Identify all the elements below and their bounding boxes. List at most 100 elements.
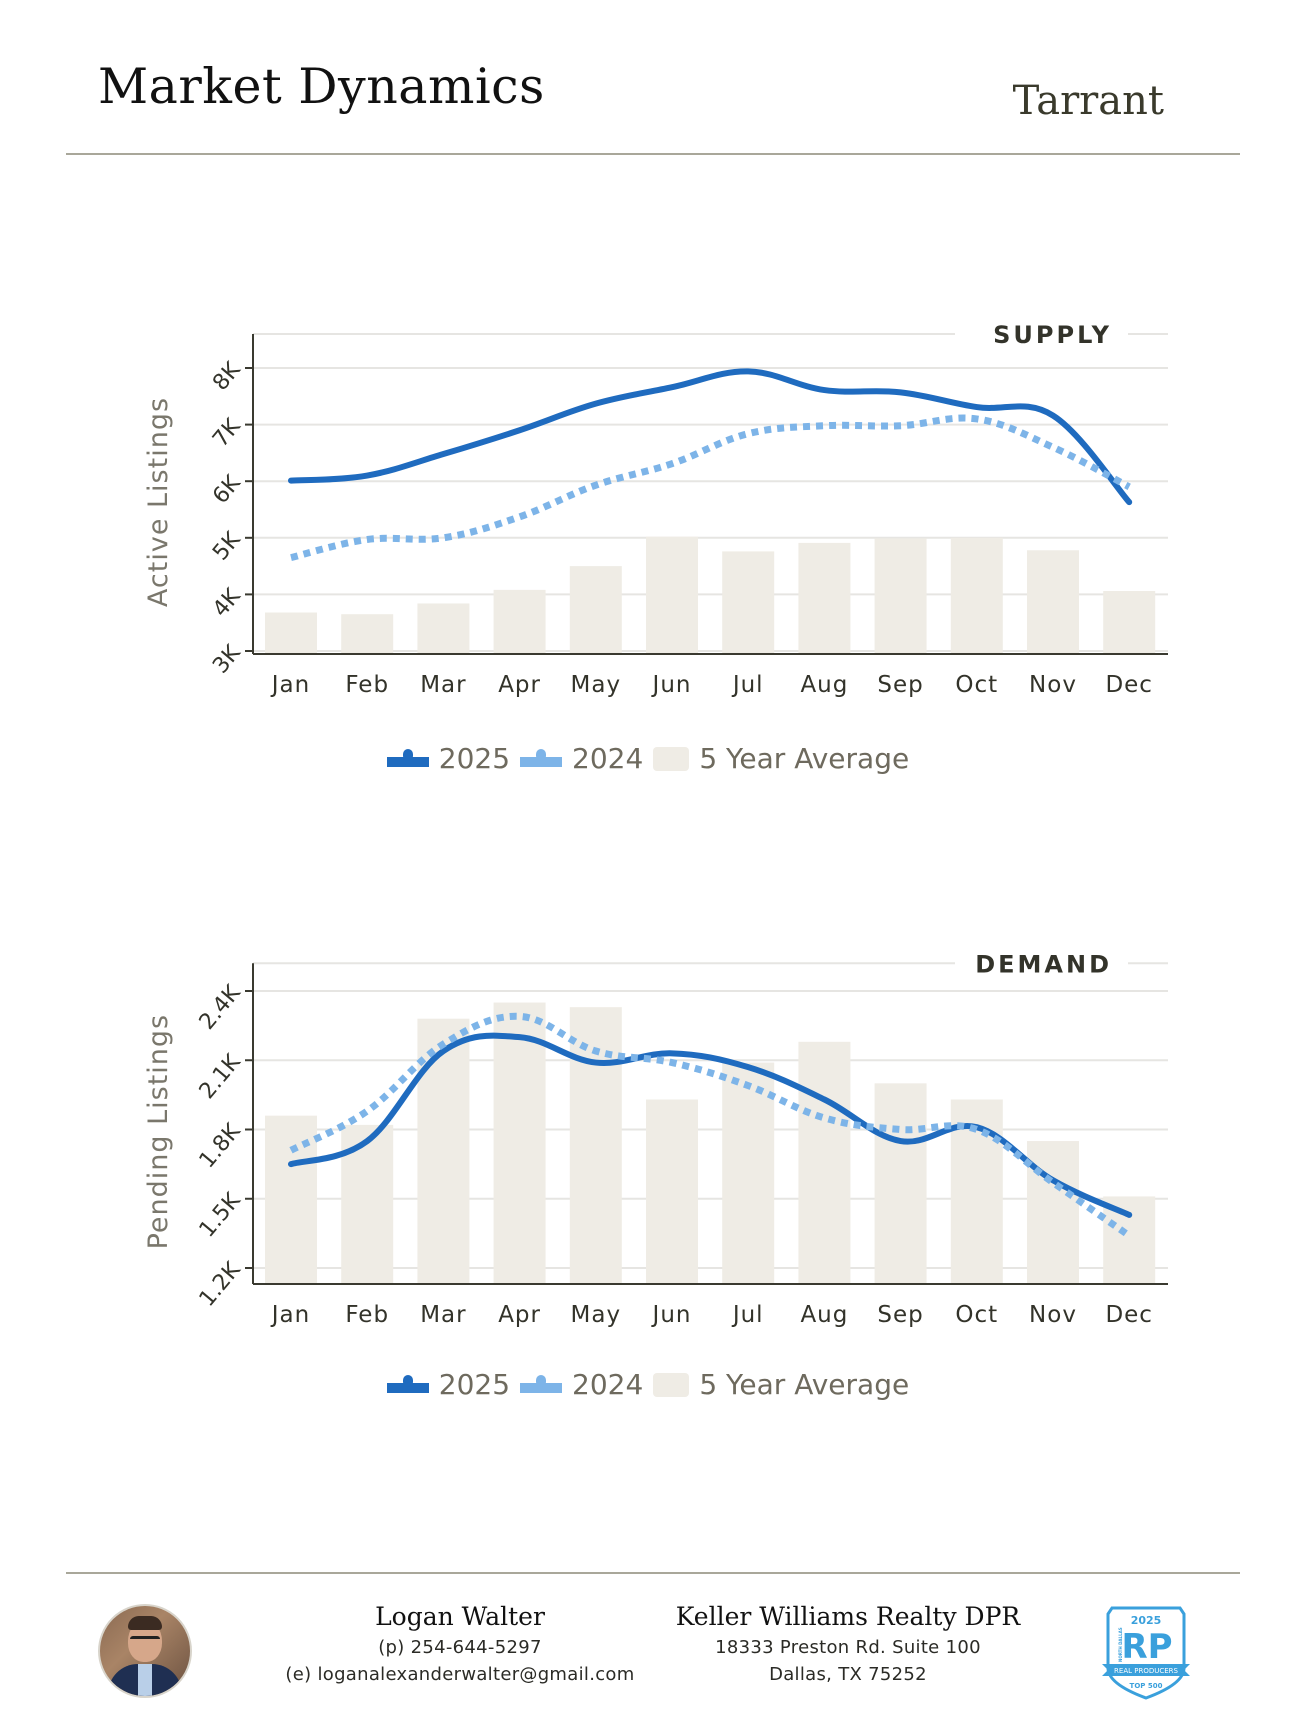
x-tick-label: Aug	[800, 672, 848, 698]
bar-swatch-icon	[653, 746, 690, 771]
y-axis-title: Active Listings	[143, 397, 174, 607]
x-tick-label: Jun	[651, 672, 692, 698]
legend-item-2024[interactable]: 2024	[520, 1368, 643, 1401]
y-tick-label: 3K	[208, 640, 246, 678]
page-title: Market Dynamics	[98, 58, 545, 115]
line-marker-icon	[386, 1374, 429, 1395]
legend-2024-dot	[536, 1374, 547, 1387]
legend-2025-bar	[386, 756, 429, 767]
y-tick-label: 1.2K	[195, 1257, 246, 1311]
x-tick-label: Sep	[877, 672, 923, 698]
badge-year: 2025	[1131, 1614, 1162, 1627]
avatar-hair	[128, 1616, 162, 1630]
legend-2025-dot	[402, 748, 413, 761]
legend-label: 5 Year Average	[699, 1368, 910, 1401]
region-label: Tarrant	[1012, 78, 1164, 124]
legend-item-5yr-average[interactable]: 5 Year Average	[653, 742, 909, 775]
legend-2025-bar	[386, 1382, 429, 1393]
bar-5yr-average	[417, 603, 470, 654]
x-tick-label: Jul	[731, 1302, 764, 1328]
avatar-glasses	[130, 1636, 160, 1647]
legend-2024-bar	[520, 756, 563, 767]
legend-item-2024[interactable]: 2024	[520, 742, 643, 775]
x-tick-label: Nov	[1029, 1302, 1077, 1328]
x-tick-label: May	[571, 672, 622, 698]
legend-label: 2025	[438, 742, 511, 775]
bar-5yr-average	[874, 538, 927, 654]
y-tick-label: 8K	[208, 357, 246, 395]
bar-5yr-average	[569, 566, 622, 654]
x-tick-label: Oct	[955, 672, 998, 698]
y-axis-title: Pending Listings	[143, 1014, 174, 1250]
line-series-2025	[288, 368, 1133, 506]
avatar-shirt	[138, 1664, 152, 1696]
legend-2025-dot	[402, 1374, 413, 1387]
bar-5yr-average	[417, 1018, 470, 1284]
brokerage-info: Keller Williams Realty DPR 18333 Preston…	[658, 1602, 1038, 1685]
y-tick-label: 5K	[208, 527, 246, 565]
agent-avatar	[98, 1604, 192, 1698]
bar-5yr-average	[722, 551, 775, 654]
x-tick-label: Oct	[955, 1302, 998, 1328]
legend-item-2025[interactable]: 2025	[386, 742, 511, 775]
bar-5yr-average	[950, 537, 1003, 654]
x-tick-label: Jan	[270, 1302, 310, 1328]
bar-5yr-average	[265, 1115, 317, 1284]
bar-5yr-average	[646, 1099, 698, 1284]
legend-item-5yr-average[interactable]: 5 Year Average	[653, 1368, 909, 1401]
line-marker-icon	[386, 748, 429, 769]
bar-5yr-average	[722, 1062, 775, 1284]
x-tick-label: Aug	[800, 1302, 848, 1328]
company-name: Keller Williams Realty DPR	[675, 1602, 1021, 1631]
y-tick-label: 6K	[208, 471, 246, 509]
supply-chart: SUPPLY 3K 4K 5K 6K 7K 8K Jan Feb Mar Apr May Jun Jul A…	[143, 321, 1168, 698]
agent-contact: Logan Walter (p) 254-644-5297 (e) logana…	[268, 1602, 652, 1685]
y-tick-label: 1.8K	[195, 1119, 246, 1173]
y-tick-label: 7K	[208, 414, 246, 452]
bar-5yr-average	[1027, 1141, 1079, 1284]
agent-email[interactable]: (e) loganalexanderwalter@gmail.com	[285, 1664, 635, 1685]
bar-5yr-average	[493, 1002, 546, 1284]
x-tick-label: Jan	[270, 672, 310, 698]
bar-swatch-icon	[653, 1372, 690, 1397]
bar-5yr-average	[341, 614, 394, 654]
legend-label: 2025	[438, 1368, 511, 1401]
real-producers-badge-icon: 2025 RP NORTH DALLAS REAL PRODUCERS TOP …	[1102, 1606, 1190, 1700]
x-tick-label: Mar	[420, 672, 466, 698]
footer-divider	[66, 1572, 1240, 1574]
bar-5yr-average	[1027, 550, 1079, 654]
x-tick-label: Dec	[1105, 1302, 1153, 1328]
line-marker-icon	[520, 1374, 563, 1395]
agent-name: Logan Walter	[375, 1602, 545, 1631]
x-tick-label: Jul	[731, 672, 764, 698]
legend-item-2025[interactable]: 2025	[386, 1368, 511, 1401]
x-tick-label: Sep	[877, 1302, 923, 1328]
bar-5yr-average	[1103, 1196, 1156, 1284]
bar-5yr-average	[493, 589, 546, 654]
badge-side-text: NORTH DALLAS	[1118, 1627, 1123, 1662]
x-tick-label: Nov	[1029, 672, 1077, 698]
x-tick-label: Feb	[345, 672, 389, 698]
header-divider	[66, 153, 1240, 155]
badge-ribbon	[1102, 1664, 1190, 1676]
bar-5yr-average	[1103, 591, 1156, 654]
demand-chart: DEMAND 1.2K 1.5K 1.8K 2.1K 2.4K Jan Feb Mar Apr Ma…	[143, 950, 1168, 1328]
legend-label: 2024	[572, 1368, 644, 1401]
legend-label: 2024	[572, 742, 644, 775]
bar-5yr-average	[874, 1083, 927, 1284]
y-tick-label: 2.1K	[195, 1050, 246, 1104]
section-title: SUPPLY	[993, 321, 1112, 349]
line-series-2025	[288, 1032, 1133, 1218]
badge-letters: RP	[1121, 1627, 1172, 1667]
legend-2024-dot	[536, 748, 547, 761]
x-tick-label: Jun	[651, 1302, 692, 1328]
x-tick-label: Feb	[345, 1302, 389, 1328]
agent-phone[interactable]: (p) 254-644-5297	[378, 1637, 542, 1658]
y-tick-label: 1.5K	[195, 1188, 246, 1242]
section-title: DEMAND	[975, 950, 1112, 978]
x-tick-label: Apr	[498, 1302, 541, 1328]
badge-ribbon-text: REAL PRODUCERS	[1114, 1667, 1178, 1675]
supply-legend: 2025 2024 5 Year Average	[0, 742, 1306, 775]
company-address-line2: Dallas, TX 75252	[769, 1664, 927, 1685]
legend-label: 5 Year Average	[699, 742, 910, 775]
